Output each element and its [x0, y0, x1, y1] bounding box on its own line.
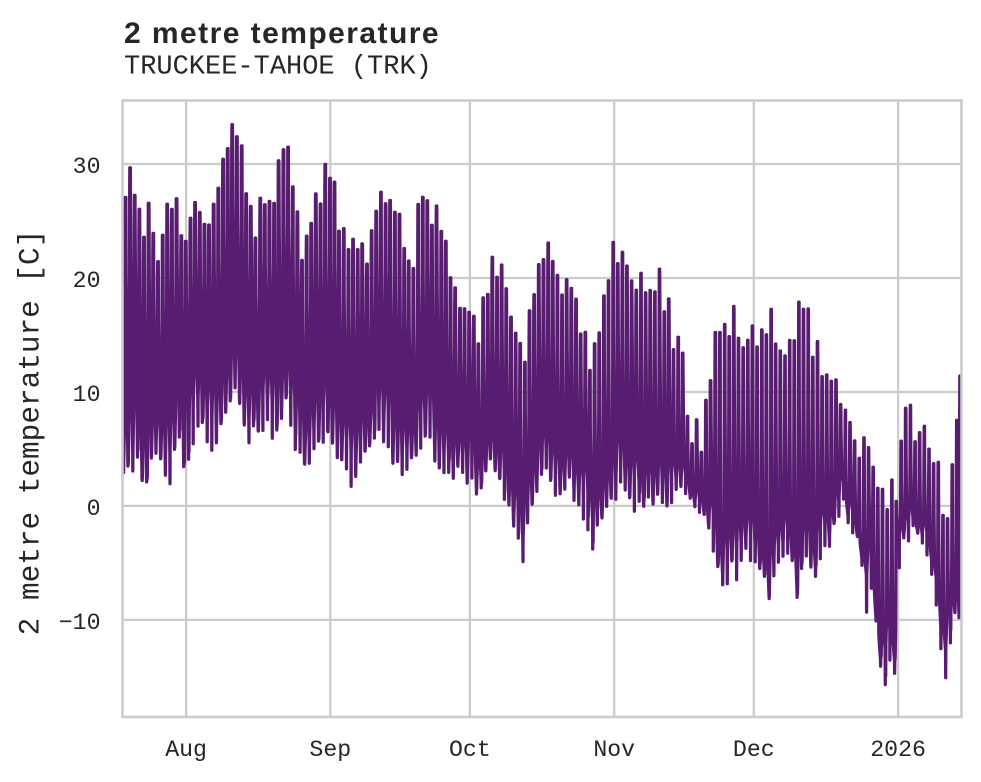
svg-text:Nov: Nov — [593, 737, 635, 763]
svg-text:TRUCKEE-TAHOE (TRK): TRUCKEE-TAHOE (TRK) — [124, 53, 432, 83]
svg-text:−10: −10 — [59, 610, 101, 636]
svg-text:Sep: Sep — [309, 737, 351, 763]
svg-text:2 metre temperature [C]: 2 metre temperature [C] — [15, 230, 48, 636]
svg-text:10: 10 — [73, 382, 101, 408]
svg-text:Aug: Aug — [165, 737, 207, 763]
svg-text:2 metre temperature: 2 metre temperature — [124, 17, 440, 50]
svg-text:0: 0 — [87, 496, 101, 522]
svg-text:30: 30 — [73, 154, 101, 180]
svg-text:Oct: Oct — [449, 737, 491, 763]
svg-text:Dec: Dec — [733, 737, 775, 763]
svg-text:20: 20 — [73, 268, 101, 294]
svg-text:2026: 2026 — [870, 737, 926, 763]
